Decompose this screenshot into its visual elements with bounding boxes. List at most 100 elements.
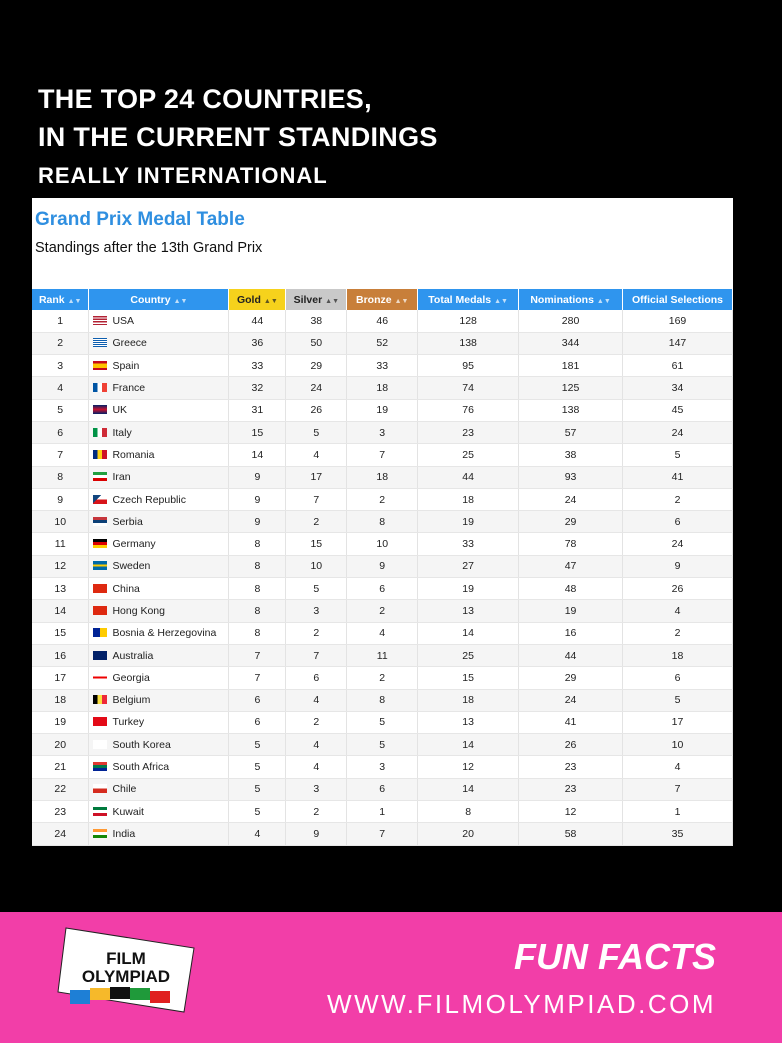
cell-bronze: 18 xyxy=(346,466,419,489)
cell-value: 24 xyxy=(54,827,67,840)
cell-value: 6 xyxy=(254,716,261,729)
cell-bronze: 5 xyxy=(346,711,419,735)
cell-total-medals: 18 xyxy=(417,689,520,712)
cell-value: 6 xyxy=(313,671,320,684)
cell-bronze: 46 xyxy=(346,310,419,333)
cell-value: 7 xyxy=(254,649,261,662)
cell-country: Hong Kong xyxy=(88,599,230,623)
column-header-country[interactable]: Country ▲▼ xyxy=(88,289,230,310)
cell-silver: 4 xyxy=(285,733,348,757)
cell-official-selections: 10 xyxy=(622,733,733,757)
sort-arrows-icon[interactable]: ▲▼ xyxy=(325,297,340,305)
cell-value: 19 xyxy=(564,605,577,617)
cell-rank: 2 xyxy=(32,332,90,356)
cell-nominations: 19 xyxy=(518,599,624,623)
cell-silver: 38 xyxy=(285,310,348,333)
column-header-silver[interactable]: Silver ▲▼ xyxy=(285,289,348,310)
cell-value: 95 xyxy=(462,359,474,372)
cell-value: 5 xyxy=(254,761,261,774)
column-header-nominations[interactable]: Nominations ▲▼ xyxy=(518,289,624,310)
cell-value: 27 xyxy=(462,560,474,573)
cell-value: 2 xyxy=(313,716,320,729)
cell-value: 5 xyxy=(313,426,320,439)
cell-rank: 15 xyxy=(32,622,90,645)
sort-arrows-icon[interactable]: ▲▼ xyxy=(173,297,188,305)
sort-arrows-icon[interactable]: ▲▼ xyxy=(494,297,508,305)
cell-official-selections: 18 xyxy=(622,644,733,668)
cell-rank: 4 xyxy=(32,376,90,400)
cell-nominations: 41 xyxy=(518,711,624,735)
cell-value: Australia xyxy=(112,649,154,662)
cell-value: 14 xyxy=(462,738,474,751)
cell-value: Romania xyxy=(112,448,155,461)
cell-value: 128 xyxy=(459,314,477,327)
column-header-gold[interactable]: Gold ▲▼ xyxy=(228,289,287,310)
cell-rank: 11 xyxy=(32,532,90,556)
cell-value: 23 xyxy=(54,805,67,818)
cell-value: 20 xyxy=(54,738,67,751)
cell-silver: 2 xyxy=(285,711,348,735)
flag-icon xyxy=(93,739,108,749)
fun-facts-label: FUN FACTS xyxy=(514,936,716,977)
cell-official-selections: 24 xyxy=(622,421,733,445)
cell-rank: 1 xyxy=(32,310,90,333)
sort-arrows-icon[interactable]: ▲▼ xyxy=(596,297,611,305)
cell-value: 3 xyxy=(313,783,320,796)
sort-arrows-icon[interactable]: ▲▼ xyxy=(67,297,82,305)
cell-country: Iran xyxy=(88,466,230,489)
table-row: 20 South Korea 5 4 5 14 26 10 xyxy=(32,733,733,757)
cell-value: 3 xyxy=(379,426,386,439)
cell-gold: 5 xyxy=(228,755,287,779)
cell-silver: 15 xyxy=(285,532,348,556)
cell-value: 18 xyxy=(54,694,67,707)
cell-rank: 9 xyxy=(32,488,90,512)
cell-value: 38 xyxy=(564,448,577,461)
column-header-official-selections[interactable]: Official Selections xyxy=(622,289,733,310)
table-row: 22 Chile 5 3 6 14 23 7 xyxy=(32,778,733,802)
table-row: 11 Germany 8 15 10 33 78 24 xyxy=(32,532,733,556)
column-header-rank[interactable]: Rank ▲▼ xyxy=(32,289,90,310)
cell-value: 78 xyxy=(564,538,577,551)
cell-silver: 17 xyxy=(285,466,348,489)
cell-country: Germany xyxy=(88,532,230,556)
cell-value: South Korea xyxy=(112,738,171,751)
cell-nominations: 16 xyxy=(518,622,624,645)
sort-arrows-icon[interactable]: ▲▼ xyxy=(394,297,409,305)
cell-value: 4 xyxy=(254,827,261,840)
cell-value: 13 xyxy=(462,716,474,729)
cell-value: 41 xyxy=(671,471,684,484)
cell-gold: 9 xyxy=(228,510,287,534)
cell-value: 22 xyxy=(54,783,67,796)
cell-value: 5 xyxy=(674,694,681,707)
cell-value: 7 xyxy=(254,671,261,684)
sort-arrows-icon[interactable]: ▲▼ xyxy=(263,297,278,305)
cell-nominations: 44 xyxy=(518,644,624,668)
column-header-bronze[interactable]: Bronze ▲▼ xyxy=(346,289,419,310)
table-row: 6 Italy 15 5 3 23 57 24 xyxy=(32,421,733,445)
column-header-total-medals[interactable]: Total Medals ▲▼ xyxy=(417,289,520,310)
cell-official-selections: 2 xyxy=(622,488,733,512)
cell-total-medals: 12 xyxy=(417,755,520,779)
cell-value: Italy xyxy=(112,426,132,439)
cell-silver: 29 xyxy=(285,354,348,378)
table-row: 3 Spain 33 29 33 95 181 61 xyxy=(32,354,733,378)
cell-value: 5 xyxy=(254,805,261,818)
cell-value: 16 xyxy=(564,627,577,640)
cell-value: 19 xyxy=(376,404,389,417)
cell-value: 57 xyxy=(564,426,577,439)
cell-value: Turkey xyxy=(112,716,145,729)
cell-value: USA xyxy=(112,314,135,327)
cell-value: Kuwait xyxy=(112,805,144,818)
cell-value: 5 xyxy=(379,738,386,751)
flag-icon xyxy=(93,338,108,348)
website-link[interactable]: WWW.FILMOLYMPIAD.COM xyxy=(327,989,716,1019)
cell-official-selections: 61 xyxy=(622,354,733,378)
cell-total-medals: 14 xyxy=(417,733,520,757)
cell-value: 14 xyxy=(54,605,67,617)
cell-gold: 8 xyxy=(228,532,287,556)
cell-silver: 3 xyxy=(285,778,348,802)
cell-value: 12 xyxy=(54,560,67,573)
cell-official-selections: 45 xyxy=(622,399,733,422)
flag-icon xyxy=(93,360,108,370)
cell-value: 181 xyxy=(561,359,580,372)
